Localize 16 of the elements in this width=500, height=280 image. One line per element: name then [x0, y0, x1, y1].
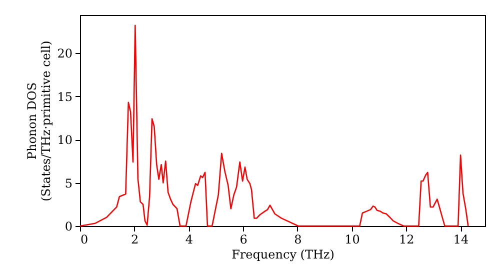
line-series: [79, 24, 469, 227]
x-tick-label: 6: [240, 232, 248, 246]
x-tick-label: 4: [185, 232, 194, 246]
y-tick-label: 10: [57, 133, 72, 148]
y-tick-label: 0: [64, 220, 72, 234]
x-tick-label: 0: [80, 232, 88, 246]
y-axis-title: Phonon DOS (States/THz·primitive cell): [25, 40, 54, 202]
x-axis-title: Frequency (THz): [232, 248, 334, 262]
y-tick-label: 20: [57, 46, 72, 61]
x-tick-label: 8: [294, 232, 302, 246]
x-tick-label: 12: [399, 232, 414, 246]
y-tick-label: 5: [64, 176, 72, 190]
y-tick-label: 15: [57, 90, 72, 104]
x-tick-label: 14: [453, 232, 470, 246]
x-tick-label: 2: [131, 232, 139, 246]
x-tick-label: 10: [344, 232, 360, 246]
